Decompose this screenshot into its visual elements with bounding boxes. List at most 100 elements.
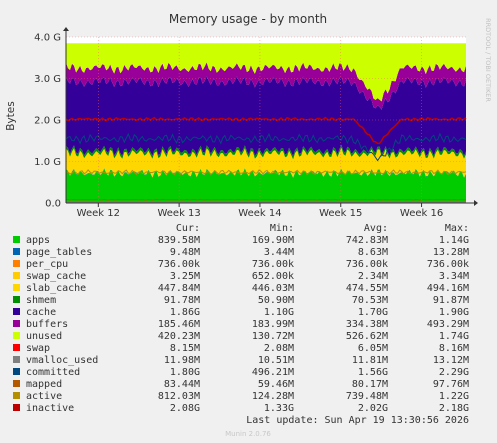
legend-cur-value: 447.84M <box>158 283 200 294</box>
legend-cur-value: 1.80G <box>170 367 200 378</box>
legend-name-active: active <box>26 391 62 402</box>
legend-swatch-inactive <box>13 404 20 411</box>
legend-cur-value: 2.08G <box>170 403 200 414</box>
legend-cur-value: 185.46M <box>158 319 200 330</box>
legend-name-slab-cache: slab_cache <box>26 283 86 294</box>
legend-cur-value: 11.98M <box>164 355 200 366</box>
x-tick-label: Week 14 <box>238 208 281 219</box>
legend-avg-value: 6.05M <box>358 343 388 354</box>
legend-cur-value: 83.44M <box>164 379 200 390</box>
legend: Cur: Min: Avg: Max: apps 839.58M 169.90M 742.83… <box>13 223 469 414</box>
legend-cur-value: 9.48M <box>170 247 200 258</box>
x-tick-label: Week 13 <box>157 208 200 219</box>
legend-name-buffers: buffers <box>26 319 68 330</box>
legend-name-inactive: inactive <box>26 403 74 414</box>
legend-min-value: 1.33G <box>264 403 294 414</box>
line-active <box>65 169 467 176</box>
legend-swatch-swap-cache <box>13 272 20 279</box>
legend-swatch-page-tables <box>13 248 20 255</box>
legend-name-mapped: mapped <box>26 379 62 390</box>
legend-min-value: 130.72M <box>252 331 294 342</box>
legend-swatch-unused <box>13 332 20 339</box>
legend-min-value: 169.90M <box>252 235 294 246</box>
legend-name-swap-cache: swap_cache <box>26 271 86 282</box>
legend-max-value: 8.16M <box>439 343 469 354</box>
legend-max-value: 13.28M <box>433 247 469 258</box>
legend-min-value: 3.44M <box>264 247 294 258</box>
legend-swatch-cache <box>13 308 20 315</box>
legend-min-value: 183.99M <box>252 319 294 330</box>
area-series-group <box>65 43 467 204</box>
legend-max-value: 91.87M <box>433 295 469 306</box>
legend-min-value: 59.46M <box>258 379 294 390</box>
legend-name-vmalloc-used: vmalloc_used <box>26 355 98 366</box>
y-tick-label: 4.0 G <box>34 33 61 44</box>
legend-avg-value: 70.53M <box>352 295 388 306</box>
legend-min-value: 736.00k <box>252 259 294 270</box>
legend-avg-value: 736.00k <box>346 259 388 270</box>
legend-cur-value: 420.23M <box>158 331 200 342</box>
line-inactive <box>65 116 467 145</box>
legend-swatch-buffers <box>13 320 20 327</box>
x-tick-label: Week 16 <box>400 208 443 219</box>
legend-max-value: 494.16M <box>427 283 469 294</box>
legend-name-per-cpu: per_cpu <box>26 259 68 270</box>
legend-avg-value: 2.34M <box>358 271 388 282</box>
legend-max-value: 97.76M <box>433 379 469 390</box>
legend-min-value: 50.90M <box>258 295 294 306</box>
grid <box>66 36 466 203</box>
legend-avg-value: 2.02G <box>358 403 388 414</box>
axes: 0.0 1.0 G 2.0 G 3.0 G 4.0 G Week 12 Week 13 Wee… <box>34 27 478 219</box>
legend-swatch-swap <box>13 344 20 351</box>
line-mapped <box>66 198 467 201</box>
legend-max-value: 1.74G <box>439 331 469 342</box>
chart-title: Memory usage - by month <box>169 12 327 26</box>
legend-min-value: 496.21M <box>252 367 294 378</box>
line-committed <box>65 132 467 162</box>
legend-avg-value: 11.81M <box>352 355 388 366</box>
rrdtool-watermark: RRDTOOL / TOBI OETIKER <box>484 18 492 102</box>
legend-name-shmem: shmem <box>26 295 56 306</box>
y-tick-label: 1.0 G <box>34 157 61 168</box>
munin-version-footer: Munin 2.0.76 <box>225 430 271 438</box>
legend-swatch-shmem <box>13 296 20 303</box>
legend-avg-value: 526.62M <box>346 331 388 342</box>
legend-min-value: 124.28M <box>252 391 294 402</box>
y-axis-arrow <box>63 27 69 31</box>
legend-header-cur: Cur: <box>176 223 200 234</box>
legend-max-value: 1.22G <box>439 391 469 402</box>
legend-max-value: 2.29G <box>439 367 469 378</box>
legend-min-value: 10.51M <box>258 355 294 366</box>
legend-avg-value: 1.70G <box>358 307 388 318</box>
y-tick-label: 2.0 G <box>34 116 61 127</box>
legend-name-page-tables: page_tables <box>26 247 92 258</box>
area-unused <box>66 43 466 102</box>
legend-name-unused: unused <box>26 331 62 342</box>
legend-swatch-committed <box>13 368 20 375</box>
x-tick-label: Week 15 <box>319 208 362 219</box>
legend-max-value: 736.00k <box>427 259 469 270</box>
legend-avg-value: 742.83M <box>346 235 388 246</box>
legend-avg-value: 739.48M <box>346 391 388 402</box>
y-tick-label: 0.0 <box>45 199 61 210</box>
legend-avg-value: 474.55M <box>346 283 388 294</box>
last-update-text: Last update: Sun Apr 19 13:30:56 2026 <box>246 415 469 426</box>
area-apps <box>66 168 466 203</box>
legend-min-value: 446.03M <box>252 283 294 294</box>
area-cache <box>66 75 466 157</box>
area-buffers <box>66 62 466 110</box>
legend-max-value: 493.29M <box>427 319 469 330</box>
legend-max-value: 1.90G <box>439 307 469 318</box>
legend-avg-value: 1.56G <box>358 367 388 378</box>
legend-cur-value: 736.00k <box>158 259 200 270</box>
legend-swatch-apps <box>13 236 20 243</box>
legend-cur-value: 812.03M <box>158 391 200 402</box>
legend-min-value: 2.08M <box>264 343 294 354</box>
legend-name-cache: cache <box>26 307 56 318</box>
area-shmem <box>66 144 466 160</box>
legend-avg-value: 8.63M <box>358 247 388 258</box>
legend-max-value: 2.18G <box>439 403 469 414</box>
area-slab-cache <box>66 147 466 178</box>
legend-min-value: 1.10G <box>264 307 294 318</box>
